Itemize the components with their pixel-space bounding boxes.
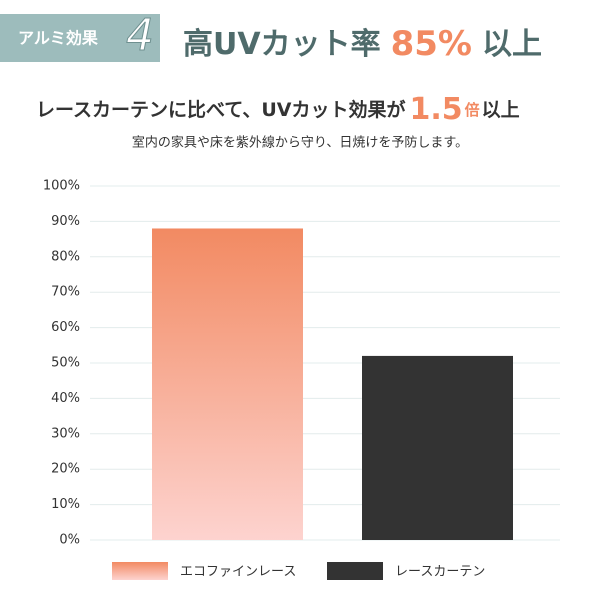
subtitle-unit: 倍: [465, 101, 480, 119]
y-tick-label: 40%: [51, 391, 80, 406]
headline-highlight: 85%: [391, 24, 472, 64]
y-tick-label: 50%: [51, 356, 80, 371]
subtitle-suffix: 以上: [482, 99, 520, 121]
badge-number: 4: [126, 10, 154, 61]
legend-label: エコファインレース: [180, 565, 296, 580]
y-tick-label: 0%: [59, 533, 80, 548]
legend-swatch: [112, 562, 168, 580]
y-tick-label: 10%: [51, 497, 80, 512]
legend-label: レースカーテン: [395, 565, 485, 580]
y-tick-label: 80%: [51, 249, 80, 264]
subtitle-highlight: 1.5: [409, 92, 462, 127]
y-tick-label: 100%: [43, 179, 80, 194]
y-tick-label: 20%: [51, 462, 80, 477]
badge: アルミ効果: [18, 29, 98, 48]
y-tick-label: 30%: [51, 426, 80, 441]
bar: [152, 228, 303, 541]
bar: [362, 355, 513, 540]
headline-suffix: 以上: [482, 27, 542, 62]
subtitle-text: レースカーテンに比べて、UVカット効果が: [36, 98, 405, 121]
description: 室内の家具や床を紫外線から守り、日焼けを予防します。: [132, 135, 468, 151]
legend-swatch: [327, 562, 383, 580]
subtitle: レースカーテンに比べて、UVカット効果が 1.5 倍以上: [36, 92, 520, 127]
headline: 高UVカット率 85% 以上: [183, 24, 542, 64]
badge-bg: [0, 14, 160, 62]
y-tick-label: 70%: [51, 285, 80, 300]
y-tick-label: 60%: [51, 320, 80, 335]
headline-text: 高UVカット率: [183, 27, 381, 62]
y-tick-label: 90%: [51, 214, 80, 229]
